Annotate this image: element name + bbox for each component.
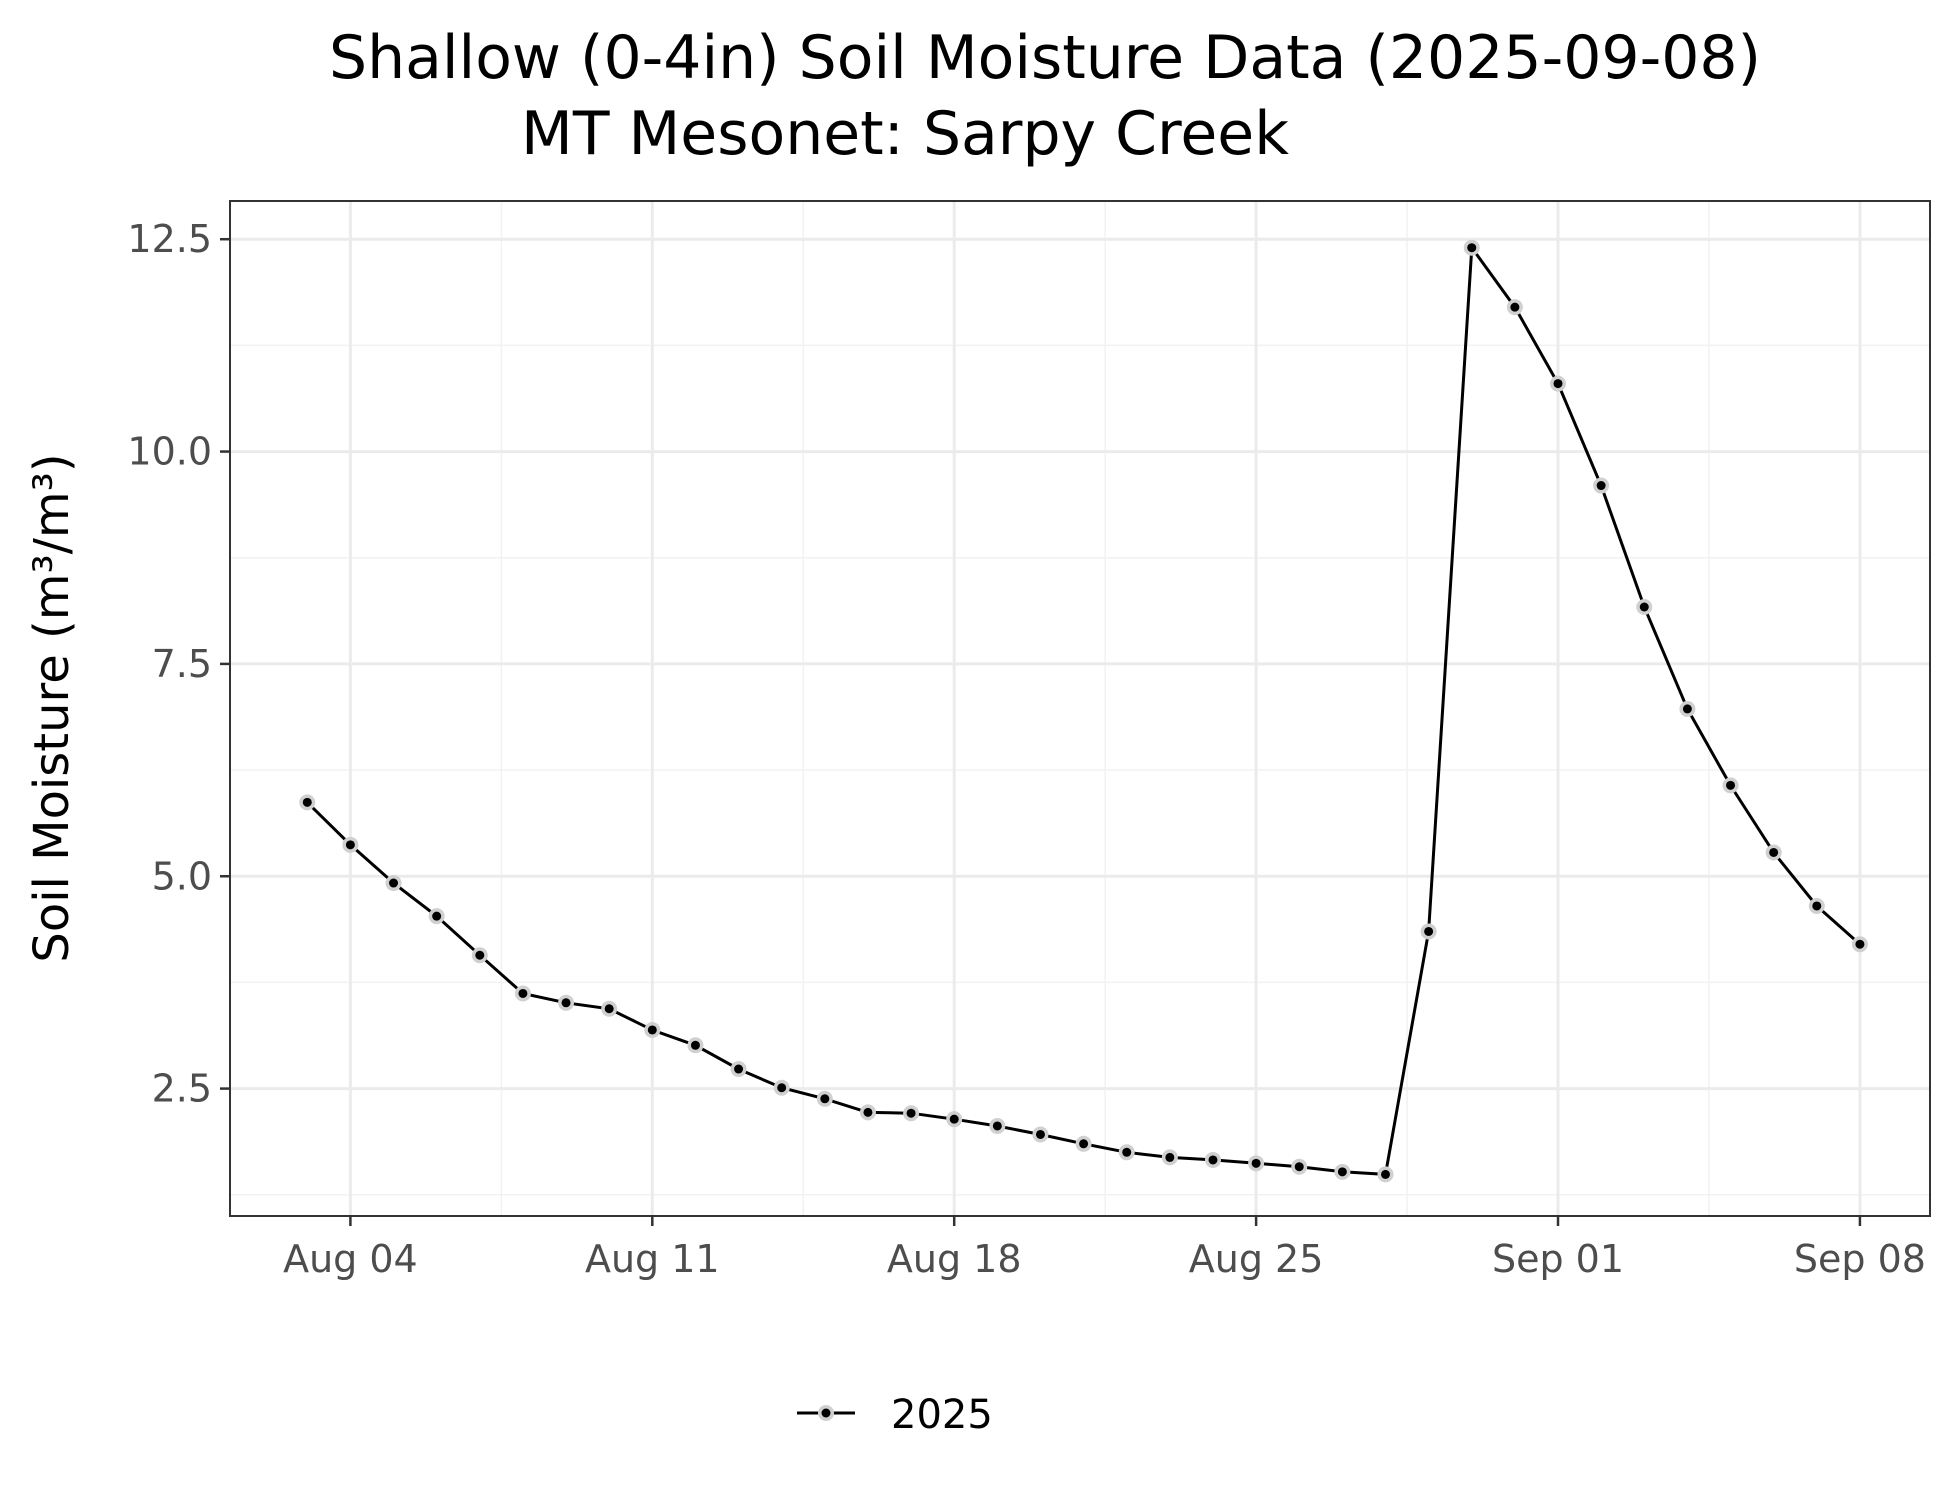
data-point-29 [1553, 379, 1563, 389]
data-point-26 [1424, 926, 1434, 936]
data-point-7 [604, 1004, 614, 1014]
data-point-16 [992, 1121, 1002, 1131]
data-point-19 [1122, 1147, 1132, 1157]
data-point-32 [1682, 704, 1692, 714]
data-point-15 [949, 1114, 959, 1124]
axes: 2.5 5.0 7.5 10.0 12.5 Aug 04 Aug 11 Aug 18 Aug 2… [127, 217, 1926, 1281]
data-point-31 [1639, 602, 1649, 612]
data-point-17 [1035, 1129, 1045, 1139]
data-point-11 [777, 1083, 787, 1093]
x-tick-label-4: Sep 01 [1492, 1237, 1624, 1281]
x-tick-label-2: Aug 18 [887, 1237, 1022, 1281]
data-point-33 [1726, 780, 1736, 790]
plot-panel-border [229, 200, 1931, 1217]
series-2025 [299, 239, 1868, 1183]
data-point-27 [1467, 243, 1477, 253]
data-point-22 [1251, 1158, 1261, 1168]
x-tick-label-5: Sep 08 [1794, 1237, 1926, 1281]
data-point-2 [389, 878, 399, 888]
y-tick-label-4: 12.5 [127, 217, 212, 261]
data-point-6 [561, 998, 571, 1008]
data-point-4 [475, 950, 485, 960]
chart-subtitle: MT Mesonet: Sarpy Creek [521, 99, 1289, 169]
data-point-10 [734, 1064, 744, 1074]
grid-lines [230, 201, 1930, 1216]
data-point-21 [1208, 1155, 1218, 1165]
data-point-34 [1769, 847, 1779, 857]
y-tick-label-2: 7.5 [152, 642, 212, 686]
data-point-12 [820, 1094, 830, 1104]
data-point-36 [1855, 939, 1865, 949]
data-point-1 [345, 840, 355, 850]
x-tick-label-1: Aug 11 [585, 1237, 720, 1281]
y-axis-label: Soil Moisture (m³/m³) [24, 453, 80, 962]
data-point-18 [1079, 1139, 1089, 1149]
y-tick-label-0: 2.5 [152, 1067, 212, 1111]
data-point-9 [690, 1040, 700, 1050]
series-line-0 [306, 243, 1861, 1176]
legend: 2025 [797, 1392, 993, 1438]
data-point-0 [302, 797, 312, 807]
legend-label-2025: 2025 [891, 1392, 993, 1438]
data-point-13 [863, 1107, 873, 1117]
data-point-30 [1596, 481, 1606, 491]
data-point-25 [1380, 1169, 1390, 1179]
legend-key-point [821, 1408, 831, 1418]
x-tick-label-3: Aug 25 [1189, 1237, 1324, 1281]
data-point-23 [1294, 1162, 1304, 1172]
data-point-35 [1812, 901, 1822, 911]
data-point-8 [647, 1025, 657, 1035]
data-point-24 [1337, 1167, 1347, 1177]
data-point-28 [1510, 302, 1520, 312]
data-point-5 [518, 988, 528, 998]
y-tick-label-3: 10.0 [127, 430, 212, 474]
data-point-3 [432, 911, 442, 921]
y-tick-label-1: 5.0 [152, 854, 212, 898]
x-tick-label-0: Aug 04 [283, 1237, 418, 1281]
data-point-20 [1165, 1152, 1175, 1162]
data-point-14 [906, 1108, 916, 1118]
chart-title: Shallow (0-4in) Soil Moisture Data (2025… [329, 23, 1761, 93]
